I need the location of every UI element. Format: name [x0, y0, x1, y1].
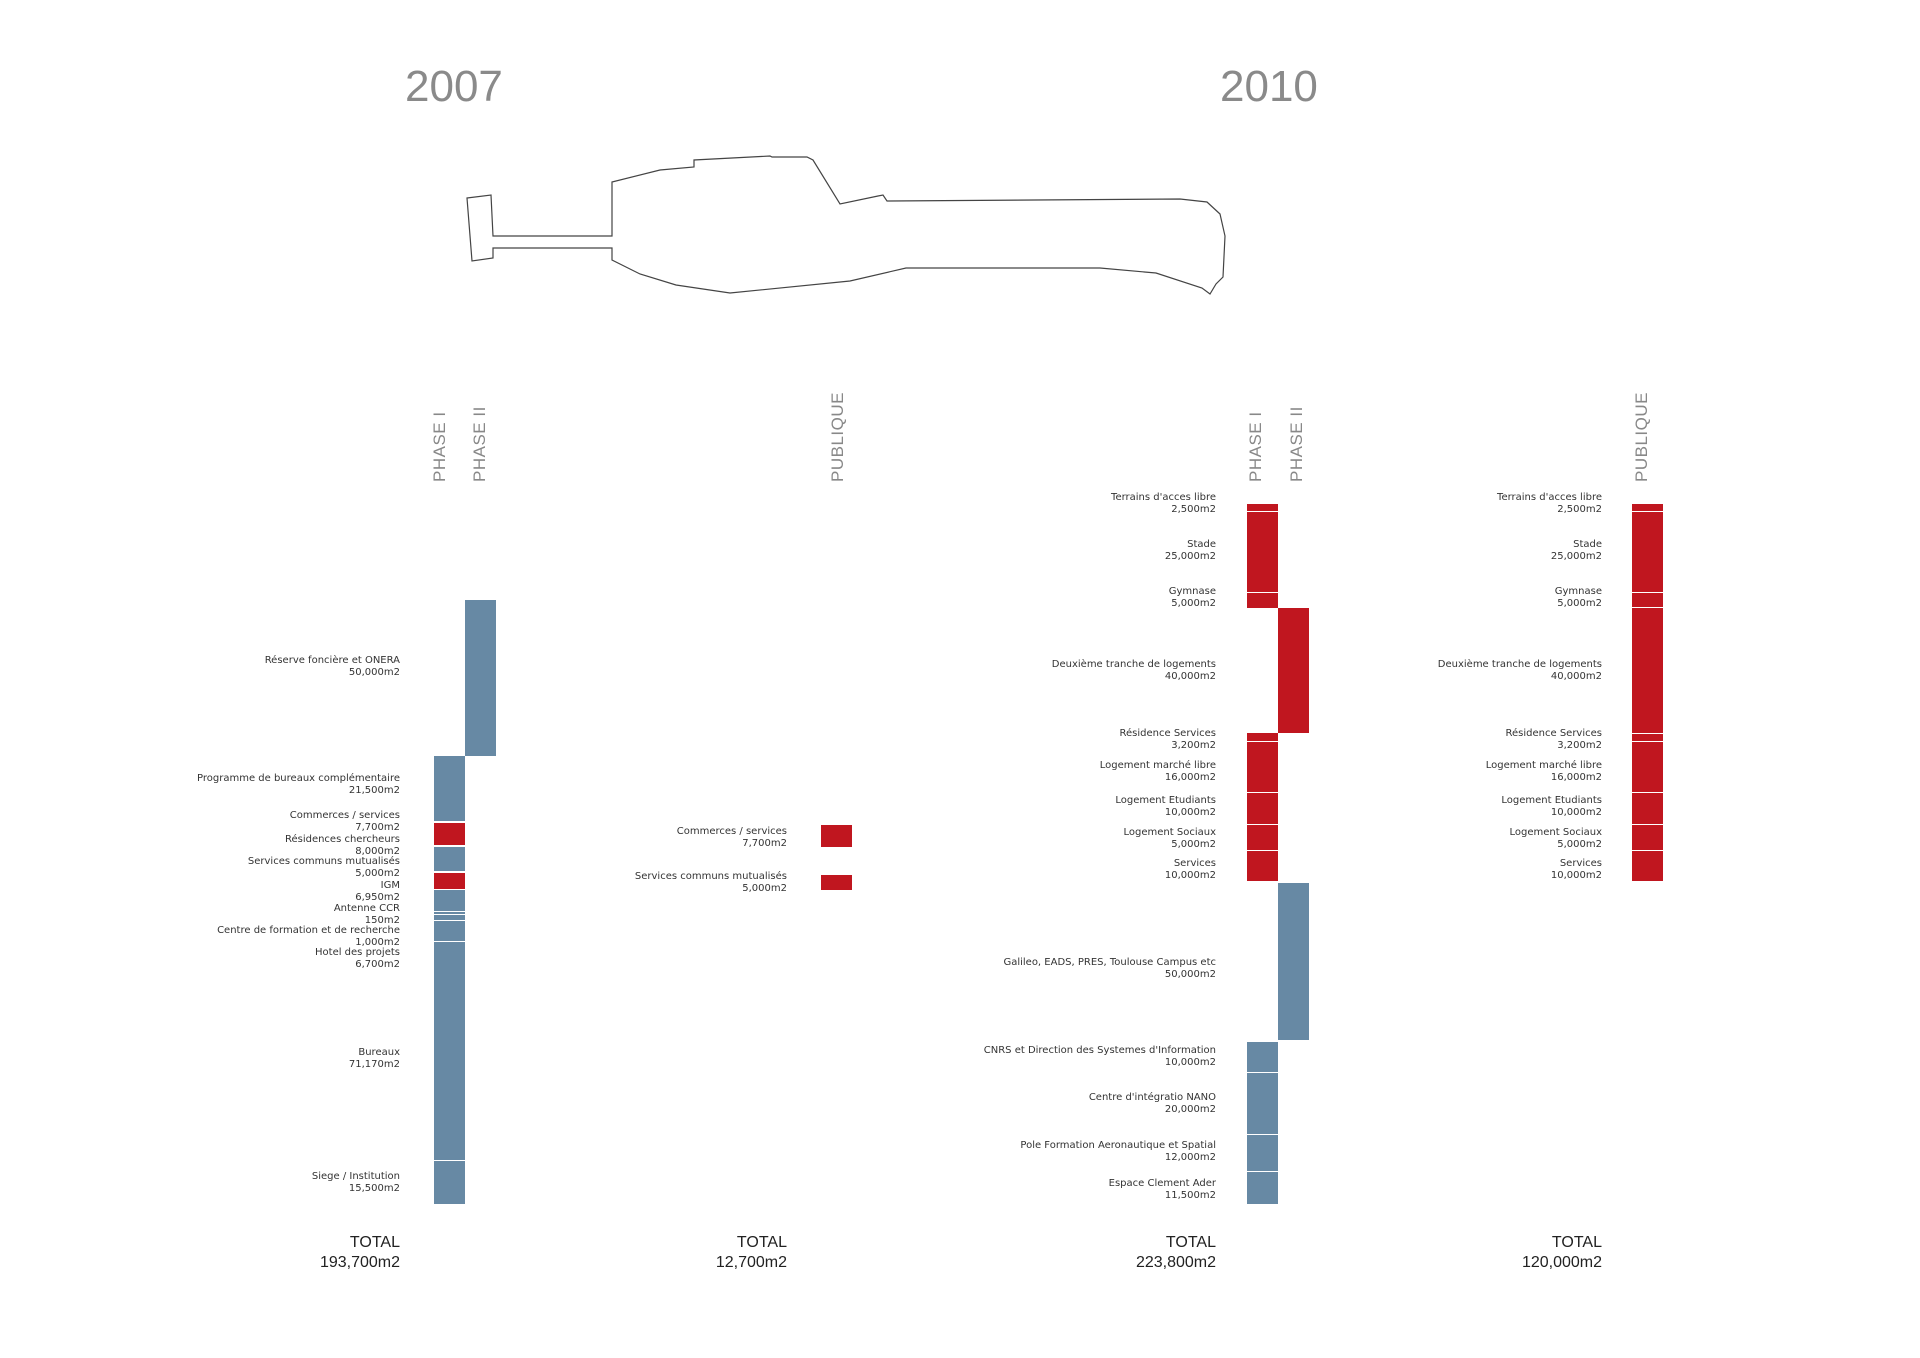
label-2010-1: Stade 25,000m2 — [1164, 539, 1216, 562]
label-2007-public-0: Commerces / services 7,700m2 — [676, 826, 787, 849]
separator — [1632, 824, 1663, 825]
label-2007-7: Centre de formation et de recherche 1,000… — [217, 925, 400, 948]
label-2007-3: Résidences chercheurs 8,000m2 — [284, 834, 400, 857]
bar-hotel-projets — [434, 921, 465, 941]
bar-reserve-onera — [465, 600, 496, 756]
label-2010-10: CNRS et Direction des Systemes d'Informa… — [983, 1045, 1216, 1068]
label-2010-public-0: Terrains d'acces libre 2,500m2 — [1497, 492, 1602, 515]
year-2007-heading: 2007 — [405, 62, 503, 111]
label-2007-6: Antenne CCR 150m2 — [333, 903, 400, 926]
phase-ii-header-2010: PHASE II — [1287, 406, 1306, 482]
label-2007-5: IGM 6,950m2 — [355, 880, 400, 903]
separator — [1247, 1134, 1278, 1135]
site-outline-map — [466, 155, 1226, 295]
label-2010-public-2: Gymnase 5,000m2 — [1554, 586, 1602, 609]
label-2007-9: Bureaux 71,170m2 — [348, 1047, 400, 1070]
label-2010-4: Résidence Services 3,200m2 — [1119, 728, 1216, 751]
separator — [1632, 511, 1663, 512]
bar-2010-phase1-research — [1247, 1042, 1278, 1204]
label-2010-2: Gymnase 5,000m2 — [1168, 586, 1216, 609]
bar-igm — [434, 890, 465, 911]
label-2007-4: Services communs mutualisés 5,000m2 — [247, 856, 400, 879]
label-2010-6: Logement Etudiants 10,000m2 — [1115, 795, 1216, 818]
bar-2010-public — [1632, 504, 1663, 881]
label-2010-12: Pole Formation Aeronautique et Spatial 12… — [1020, 1140, 1216, 1163]
separator — [1632, 733, 1663, 734]
bar-commerces-2007 — [434, 823, 465, 845]
label-2010-11: Centre d'intégratio NANO 20,000m2 — [1088, 1092, 1216, 1115]
bar-centre-formation — [434, 915, 465, 920]
bar-2010-phase1-housing — [1247, 733, 1278, 881]
bar-public-services-communs-2007 — [821, 875, 852, 890]
bar-2010-phase1-top — [1247, 504, 1278, 608]
bar-bureaux — [434, 942, 465, 1160]
total-2007-phase: TOTAL 193,700m2 — [319, 1234, 400, 1271]
publique-header-2007: PUBLIQUE — [828, 392, 847, 482]
publique-header-2010: PUBLIQUE — [1632, 392, 1651, 482]
separator — [1247, 592, 1278, 593]
label-2010-0: Terrains d'acces libre 2,500m2 — [1111, 492, 1216, 515]
label-2010-9: Galileo, EADS, PRES, Toulouse Campus etc… — [1003, 957, 1216, 980]
year-2010-heading: 2010 — [1220, 62, 1318, 111]
separator — [1247, 741, 1278, 742]
label-2010-public-1: Stade 25,000m2 — [1550, 539, 1602, 562]
separator — [1632, 850, 1663, 851]
label-2010-8: Services 10,000m2 — [1164, 858, 1216, 881]
site-outline — [466, 155, 1226, 295]
separator — [1247, 1171, 1278, 1172]
label-2010-5: Logement marché libre 16,000m2 — [1099, 760, 1216, 783]
label-2010-7: Logement Sociaux 5,000m2 — [1123, 827, 1216, 850]
separator — [1632, 792, 1663, 793]
total-2010-public: TOTAL 120,000m2 — [1521, 1234, 1602, 1271]
bar-galileo-eads — [1278, 883, 1309, 1040]
label-2010-3: Deuxième tranche de logements 40,000m2 — [1051, 659, 1216, 682]
separator — [1632, 607, 1663, 608]
separator — [1247, 511, 1278, 512]
label-2010-public-5: Logement marché libre 16,000m2 — [1485, 760, 1602, 783]
total-2007-public: TOTAL 12,700m2 — [715, 1234, 787, 1271]
separator — [1247, 792, 1278, 793]
bar-antenne-ccr — [434, 912, 465, 914]
label-2010-public-6: Logement Etudiants 10,000m2 — [1501, 795, 1602, 818]
phase-ii-header-2007: PHASE II — [470, 406, 489, 482]
phase-i-header-2010: PHASE I — [1246, 411, 1265, 482]
bar-residences-chercheurs — [434, 847, 465, 871]
label-2007-1: Programme de bureaux complémentaire 21,50… — [197, 773, 400, 796]
total-2010-phase: TOTAL 223,800m2 — [1135, 1234, 1216, 1271]
phase-i-header-2007: PHASE I — [430, 411, 449, 482]
separator — [1247, 850, 1278, 851]
label-2010-public-4: Résidence Services 3,200m2 — [1505, 728, 1602, 751]
separator — [1247, 824, 1278, 825]
separator — [1632, 592, 1663, 593]
label-2007-8: Hotel des projets 6,700m2 — [315, 947, 400, 970]
label-2007-public-1: Services communs mutualisés 5,000m2 — [634, 871, 787, 894]
bar-programme-bureaux — [434, 756, 465, 821]
label-2010-13: Espace Clement Ader 11,500m2 — [1108, 1178, 1216, 1201]
separator — [1247, 1072, 1278, 1073]
label-2007-2: Commerces / services 7,700m2 — [289, 810, 400, 833]
bar-deuxieme-tranche — [1278, 608, 1309, 733]
separator — [1632, 741, 1663, 742]
bar-services-communs-2007 — [434, 873, 465, 889]
label-2010-public-7: Logement Sociaux 5,000m2 — [1509, 827, 1602, 850]
bar-siege-institution — [434, 1161, 465, 1204]
bar-public-commerces-2007 — [821, 825, 852, 847]
label-2010-public-3: Deuxième tranche de logements 40,000m2 — [1437, 659, 1602, 682]
label-2007-10: Siege / Institution 15,500m2 — [311, 1171, 400, 1194]
label-2010-public-8: Services 10,000m2 — [1550, 858, 1602, 881]
label-2007-0: Réserve foncière et ONERA 50,000m2 — [264, 655, 400, 678]
